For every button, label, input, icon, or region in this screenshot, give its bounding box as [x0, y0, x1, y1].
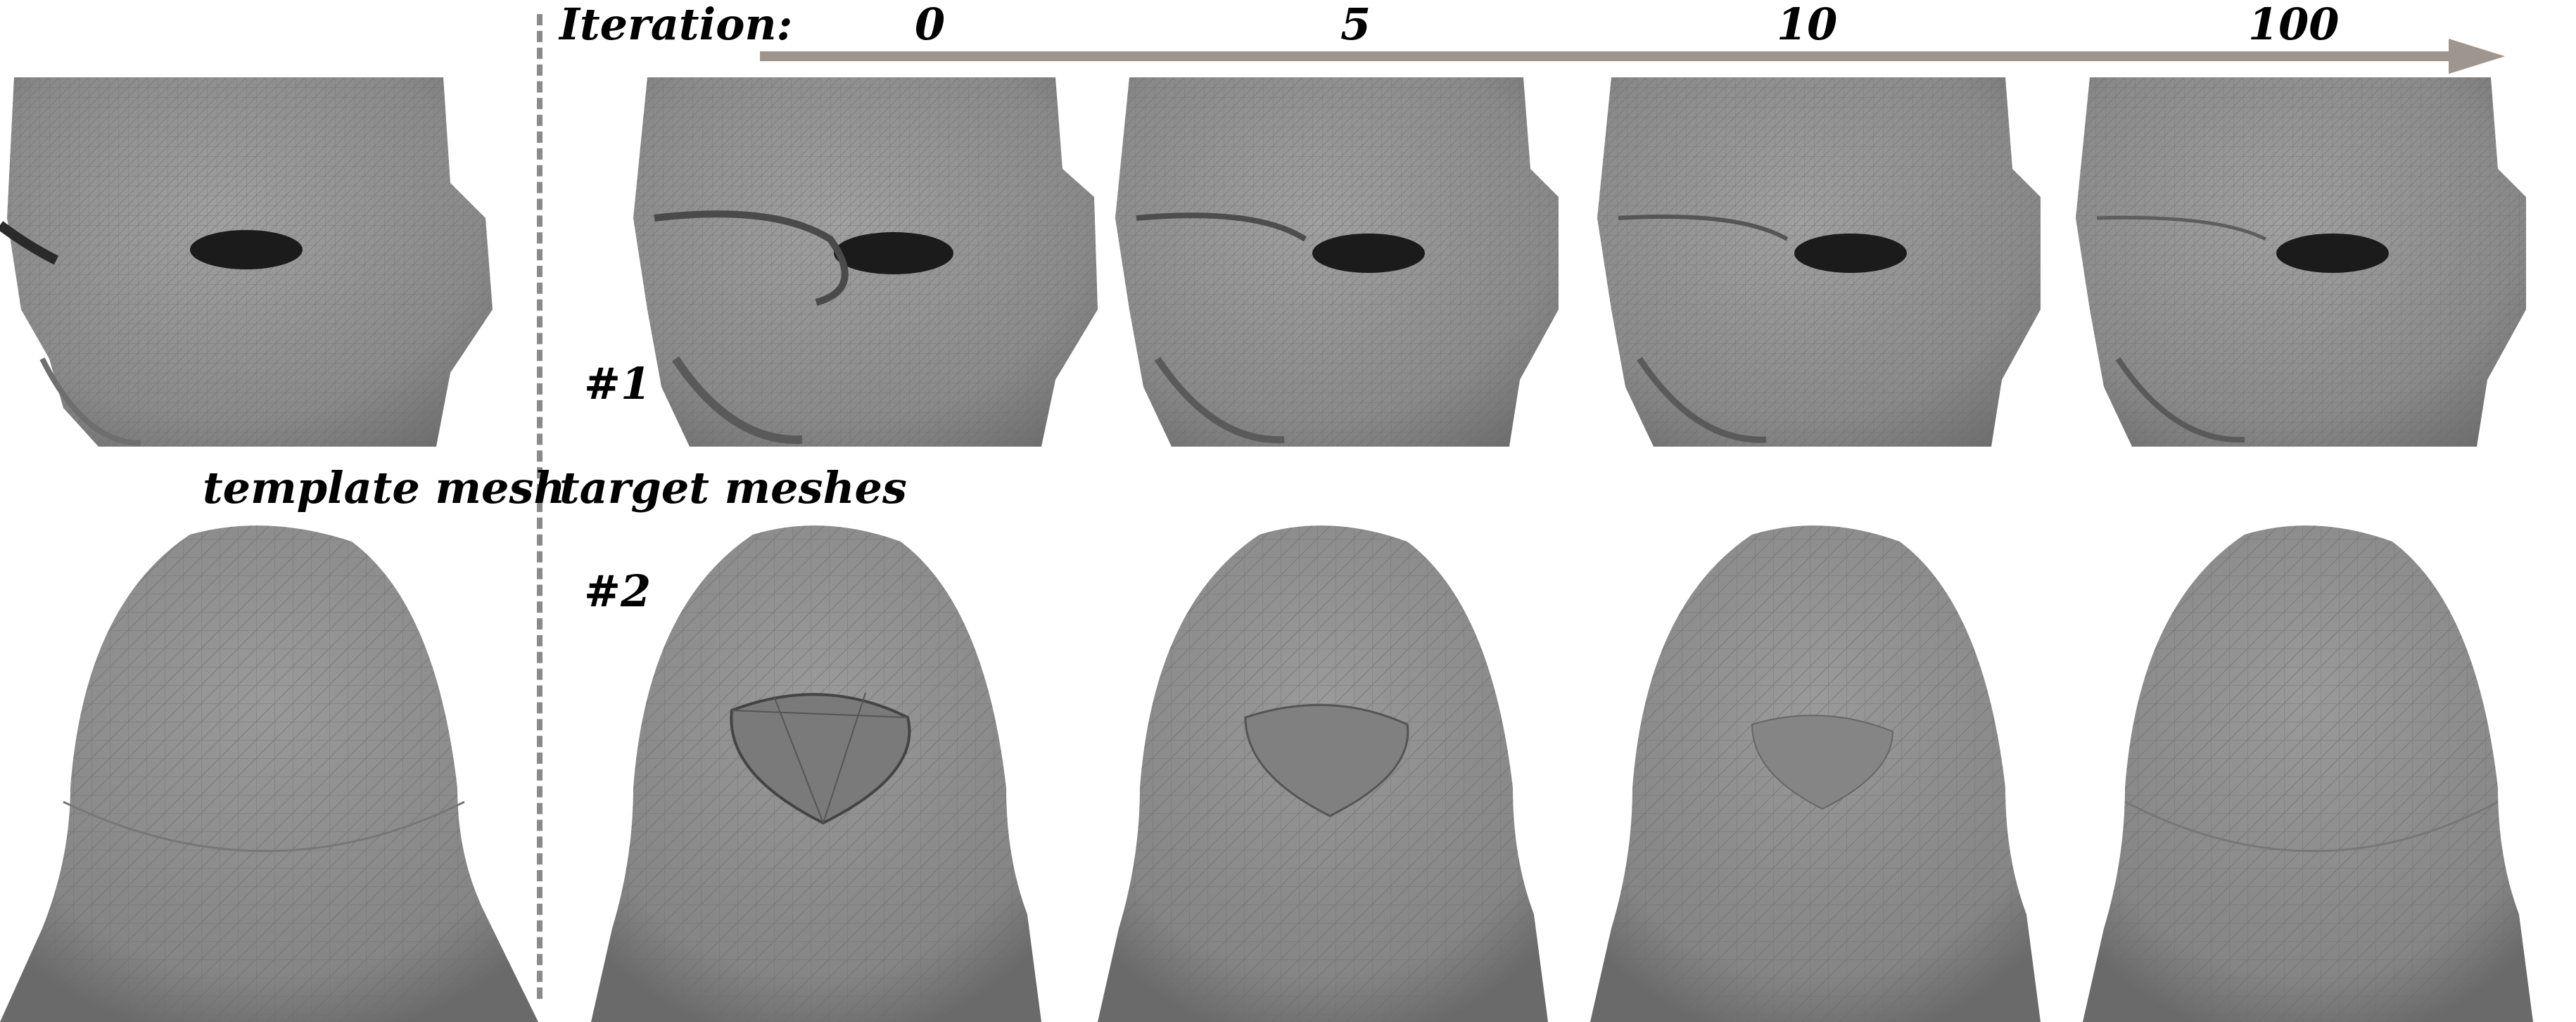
- iteration-label: Iteration:: [559, 0, 793, 50]
- target1-iter5-mesh: [1115, 77, 1559, 447]
- iteration-100-label: 100: [2248, 0, 2340, 50]
- target2-iter10-mesh: [1590, 520, 2041, 1022]
- target1-iter10-mesh: [1597, 77, 2041, 447]
- target-meshes-label: target meshes: [559, 462, 907, 513]
- iteration-0-label: 0: [915, 0, 946, 50]
- target2-iter5-mesh: [1098, 520, 1548, 1022]
- template-face-mesh: [0, 77, 493, 447]
- target1-iter100-mesh: [2076, 77, 2526, 447]
- template-mesh-label: template mesh: [203, 462, 566, 513]
- row2-label: #2: [584, 566, 652, 617]
- target2-iter0-mesh: [591, 520, 1041, 1022]
- iteration-5-label: 5: [1340, 0, 1371, 50]
- template-chin-mesh: [0, 520, 538, 1022]
- section-divider: [537, 14, 543, 999]
- target1-iter0-mesh: [633, 77, 1098, 447]
- target2-iter100-mesh: [2083, 520, 2533, 1022]
- iteration-arrow: [760, 39, 2505, 74]
- row1-label: #1: [584, 358, 652, 409]
- iteration-10-label: 10: [1777, 0, 1838, 50]
